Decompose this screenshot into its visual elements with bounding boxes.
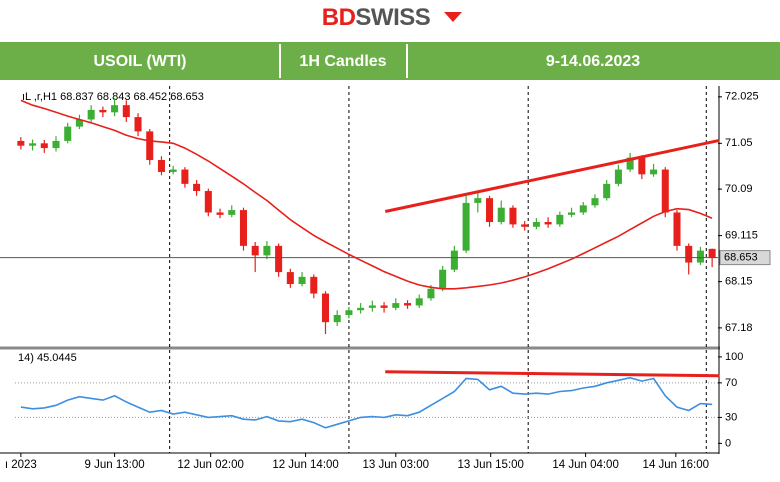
candle-body [122,105,130,118]
candle-body [509,207,517,225]
candle-body [228,210,236,215]
y-tick-label: 72.025 [725,91,759,103]
trend-line [385,370,720,378]
y-tick-label: 100 [725,351,743,363]
current-price-box [719,250,771,266]
moving-average [20,99,713,290]
candle-body [52,140,60,149]
header-cell: USOIL (WTI) [93,53,186,70]
x-tick-label: 14 Jun 16:00 [643,459,710,471]
candle-body [368,305,376,308]
candle-body [708,248,716,258]
candle-body [111,105,119,113]
y-tick-label: 71.05 [725,137,753,149]
candle-body [614,169,622,184]
candle-body [157,160,165,172]
candle-body [556,214,564,225]
candle-body [99,109,107,113]
x-tick-label: 13 Jun 15:00 [457,459,524,471]
y-tick-label: 70 [725,377,737,389]
header-bar [0,42,780,80]
candle-body [251,245,259,256]
y-tick-label: 0 [725,437,731,449]
y-tick-label: 70.09 [725,183,753,195]
candle-body [462,202,470,251]
candle-body [275,245,283,273]
candle-body [673,212,681,246]
header-cell: 9-14.06.2023 [546,53,640,70]
candle-body [439,269,447,289]
logo-part: SWISS [355,4,430,31]
candle-body [29,143,37,146]
chart-title: ıL ,r,H1 68.837 68.843 68.452 68.653 [22,91,204,103]
candle-body [591,198,599,206]
candle-body [661,169,669,213]
candle-body [134,117,142,132]
candle-body [263,245,271,256]
candle-body [474,198,482,203]
candle-body [17,140,25,146]
indicator-title: 14) 45.0445 [18,352,77,364]
candle-body [169,169,177,172]
header-cell: 1H Candles [299,53,386,70]
logo: BDSWISS [322,4,431,31]
y-tick-label: 30 [725,411,737,423]
candle-body [579,205,587,213]
candle-body [603,183,611,199]
y-tick-label: 69.115 [725,230,758,242]
candle-body [380,305,388,308]
candle-body [415,298,423,306]
candle-body [357,307,365,311]
candle-body [392,303,400,308]
candle-body [75,119,83,127]
y-tick-label: 67.18 [725,322,753,334]
candle-body [321,293,330,323]
candle-body [64,126,72,141]
current-price-label: 68.653 [724,252,758,264]
candle-body [333,315,341,323]
x-tick-label: 13 Jun 03:00 [363,459,430,471]
candle-body [450,250,458,270]
candle-body [193,183,201,192]
candle-body [497,207,505,223]
x-tick-label: 12 Jun 02:00 [177,459,244,471]
candle-body [650,169,658,175]
candle-body [685,245,693,263]
trend-line [384,138,720,213]
candle-body [696,250,704,263]
candle-body [204,191,212,213]
candle-body [181,169,189,184]
x-tick-label: 14 Jun 04:00 [552,459,619,471]
candle-body [216,212,224,215]
candle-body [87,109,95,120]
candle-body [544,222,552,225]
candle-body [40,143,48,149]
candle-body [427,288,435,299]
candle-body [310,276,318,294]
candle-body [568,212,576,215]
candle-body [403,303,412,306]
x-tick-label: ı 2023 [5,459,37,471]
candle-body [345,310,353,316]
candle-body [239,210,247,246]
logo-part: BD [322,4,356,31]
logo-arrow [444,12,462,22]
candle-body [626,157,634,170]
candle-body [486,198,494,223]
candle-body [286,272,294,285]
candle-body [638,157,646,175]
x-tick-label: 9 Jun 13:00 [85,459,145,471]
x-tick-label: 12 Jun 14:00 [272,459,339,471]
y-tick-label: 68.15 [725,276,753,288]
candle-body [146,131,154,161]
rsi-line [20,376,713,429]
candle-body [532,222,540,227]
candle-body [521,224,529,227]
candle-body [298,276,306,285]
